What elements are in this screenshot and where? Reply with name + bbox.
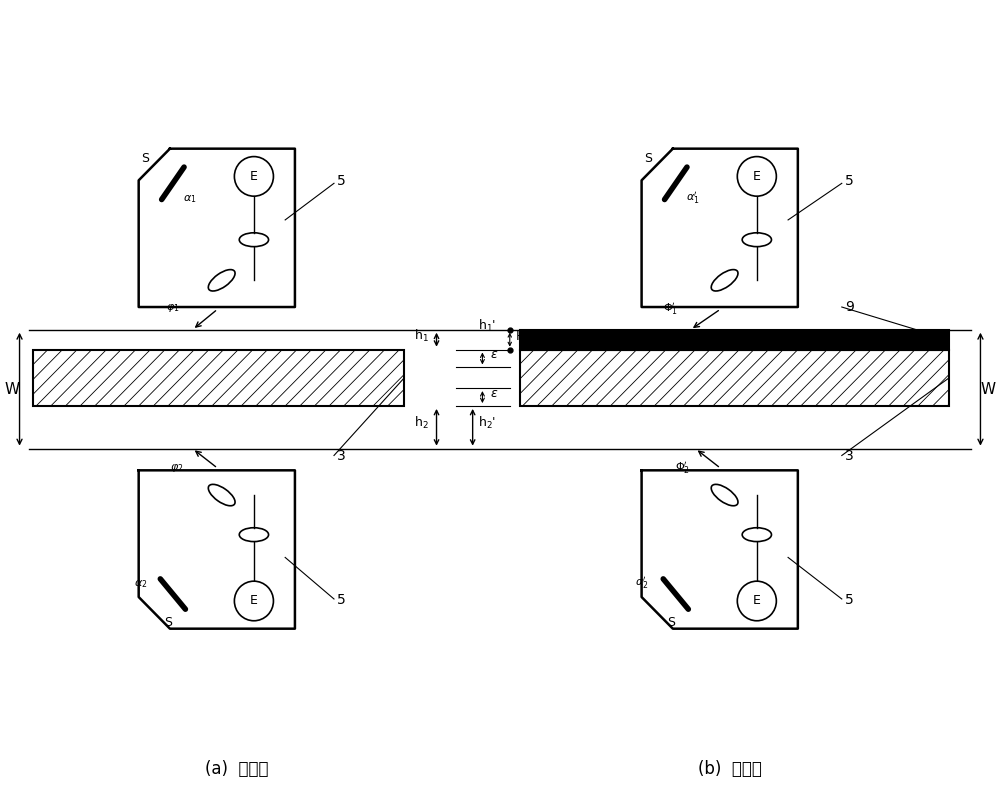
Text: 3: 3 [337, 449, 346, 463]
Text: (a)  涂布前: (a) 涂布前 [205, 760, 268, 779]
Ellipse shape [208, 484, 235, 506]
Ellipse shape [711, 484, 738, 506]
Text: E: E [250, 169, 258, 182]
Ellipse shape [239, 233, 269, 247]
Text: E: E [753, 169, 761, 182]
Text: (b)  涂布后: (b) 涂布后 [698, 760, 761, 779]
Text: W: W [981, 382, 996, 397]
Text: h$_2$: h$_2$ [414, 415, 428, 431]
Text: $\varphi_2$: $\varphi_2$ [170, 462, 183, 474]
Circle shape [737, 157, 776, 196]
Text: E: E [753, 594, 761, 607]
Text: $\Phi_{1}'$: $\Phi_{1}'$ [663, 301, 678, 317]
Circle shape [737, 581, 776, 620]
Text: $\alpha_{1}'$: $\alpha_{1}'$ [686, 191, 699, 207]
Polygon shape [642, 470, 798, 629]
Text: $\alpha_{2}'$: $\alpha_{2}'$ [635, 576, 648, 591]
Text: 9: 9 [845, 300, 854, 314]
Polygon shape [139, 470, 295, 629]
Circle shape [234, 581, 273, 620]
Polygon shape [139, 148, 295, 307]
Text: $\varphi_1$: $\varphi_1$ [166, 302, 180, 314]
Text: S: S [667, 616, 675, 629]
Ellipse shape [742, 233, 771, 247]
Text: $\Phi_{2}'$: $\Phi_{2}'$ [675, 460, 690, 475]
Polygon shape [642, 148, 798, 307]
Text: 5: 5 [845, 174, 853, 188]
Text: 3: 3 [845, 449, 853, 463]
Text: $\varepsilon$: $\varepsilon$ [490, 349, 499, 362]
Text: h$_1$': h$_1$' [478, 318, 496, 334]
Text: $\alpha_2$: $\alpha_2$ [134, 578, 147, 590]
Ellipse shape [239, 528, 269, 542]
Text: 5: 5 [337, 174, 346, 188]
Text: W: W [4, 382, 19, 397]
Text: S: S [164, 616, 172, 629]
Text: 5: 5 [845, 593, 853, 607]
Ellipse shape [742, 528, 771, 542]
Bar [33, 350, 404, 406]
Text: $\varepsilon$: $\varepsilon$ [490, 387, 499, 400]
Ellipse shape [208, 269, 235, 291]
Text: $\alpha_1$: $\alpha_1$ [183, 193, 196, 205]
Text: 5: 5 [337, 593, 346, 607]
Text: h$_1$: h$_1$ [414, 328, 428, 344]
Bar [520, 330, 949, 350]
Text: S: S [644, 152, 652, 165]
Text: h$_2$': h$_2$' [478, 415, 496, 431]
Ellipse shape [711, 269, 738, 291]
Text: S: S [142, 152, 150, 165]
Text: E: E [250, 594, 258, 607]
Circle shape [234, 157, 273, 196]
Bar [520, 350, 949, 406]
Text: H: H [516, 330, 525, 343]
